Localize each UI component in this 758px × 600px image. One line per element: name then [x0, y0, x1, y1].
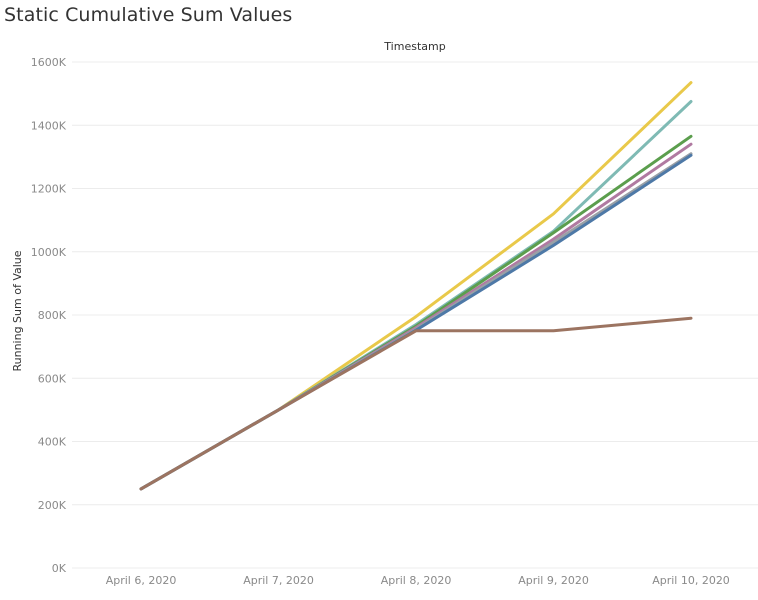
series-line — [139, 316, 693, 491]
x-tick-label: April 6, 2020 — [106, 574, 177, 587]
gridlines — [72, 61, 758, 569]
x-axis: April 6, 2020 April 7, 2020 April 8, 2020 A… — [106, 574, 730, 587]
series-line — [139, 152, 693, 491]
series-line — [139, 134, 693, 491]
y-axis-label: Running Sum of Value — [11, 250, 24, 371]
y-tick-label: 1200K — [31, 183, 67, 196]
y-tick-label: 1600K — [31, 56, 67, 69]
y-tick-label: 1400K — [31, 119, 67, 132]
x-tick-label: April 7, 2020 — [243, 574, 314, 587]
y-tick-label: 200K — [38, 499, 67, 512]
y-axis: 0K 200K 400K 600K 800K 1000K 1200K 1400K 1600K — [31, 56, 67, 575]
x-tick-label: April 10, 2020 — [652, 574, 730, 587]
y-tick-label: 1000K — [31, 246, 67, 259]
x-tick-label: April 9, 2020 — [518, 574, 589, 587]
y-tick-label: 600K — [38, 372, 67, 385]
column-header: Timestamp — [384, 40, 446, 53]
series-lines — [139, 81, 693, 491]
x-tick-label: April 8, 2020 — [381, 574, 452, 587]
y-tick-label: 400K — [38, 436, 67, 449]
y-tick-label: 800K — [38, 309, 67, 322]
series-line — [139, 81, 693, 491]
chart-title: Static Cumulative Sum Values — [4, 4, 293, 26]
y-tick-label: 0K — [52, 562, 67, 575]
